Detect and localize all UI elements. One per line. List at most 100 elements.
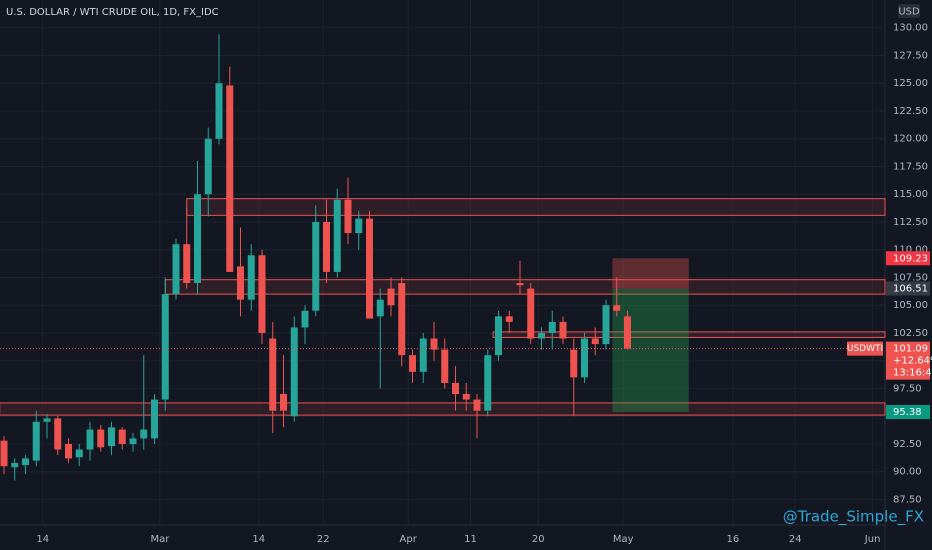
- candle-body: [247, 255, 255, 300]
- candle-body: [387, 288, 395, 306]
- y-tick-label: 125.00: [893, 78, 928, 89]
- candle-body: [129, 438, 137, 444]
- candle-body: [516, 283, 524, 286]
- symbol-label: USDWTI: [847, 344, 883, 354]
- y-tick-label: 117.50: [893, 161, 928, 172]
- countdown-label: 13:16:40: [893, 368, 932, 379]
- zone: [492, 331, 886, 338]
- stop-zone: [612, 258, 689, 289]
- x-tick-label: 24: [789, 534, 802, 545]
- candle-body: [398, 283, 406, 356]
- candle-body: [462, 394, 470, 400]
- candle-body: [591, 338, 599, 345]
- y-tick-label: 127.50: [893, 50, 928, 61]
- y-tick-label: 102.50: [893, 328, 928, 339]
- entry-label: 106.51: [893, 283, 928, 294]
- candle-body: [333, 199, 341, 272]
- candle-body: [11, 462, 19, 468]
- y-tick-label: 90.00: [893, 467, 922, 478]
- y-tick-label: 122.50: [893, 106, 928, 117]
- candle-body: [602, 305, 610, 345]
- candle-body: [559, 321, 567, 339]
- candle-body: [409, 355, 416, 372]
- y-tick-label: 130.00: [893, 23, 928, 34]
- candle-body: [473, 399, 481, 411]
- candle-body: [344, 199, 352, 234]
- candle-body: [237, 266, 244, 300]
- candle-body: [366, 218, 373, 319]
- y-tick-label: 120.00: [893, 134, 928, 145]
- candle-body: [290, 327, 298, 417]
- target-zone: [612, 288, 689, 413]
- zone: [164, 279, 886, 295]
- candle-body: [215, 83, 223, 139]
- change-label: +12.64%: [893, 356, 932, 367]
- watermark: @Trade_Simple_FX: [783, 508, 924, 527]
- y-tick-label: 92.50: [893, 439, 922, 450]
- candle-body: [280, 394, 287, 411]
- candle-body: [376, 299, 384, 317]
- price-tag: [886, 341, 930, 380]
- candle-body: [172, 244, 180, 295]
- x-tick-label: May: [613, 534, 634, 545]
- candle-body: [226, 85, 234, 272]
- x-tick-label: 14: [36, 534, 49, 545]
- candle-body: [269, 338, 277, 411]
- y-tick-label: 97.50: [893, 383, 922, 394]
- y-tick-label: 110.00: [893, 245, 928, 256]
- currency-box[interactable]: [898, 4, 920, 18]
- candle-body: [22, 458, 29, 466]
- candle-body: [140, 429, 148, 439]
- currency[interactable]: USD: [898, 7, 920, 18]
- candle-body: [258, 255, 266, 333]
- x-tick-label: Jun: [864, 534, 881, 545]
- x-tick-label: Mar: [150, 534, 170, 545]
- candle-body: [161, 294, 169, 400]
- candle-body: [452, 382, 459, 395]
- symbol-tag: [847, 341, 883, 356]
- candle-body: [548, 321, 556, 333]
- candle-body: [570, 349, 578, 378]
- candle-body: [204, 138, 212, 195]
- x-tick-label: 14: [252, 534, 265, 545]
- y-tick-label: 87.50: [893, 494, 922, 505]
- candle-body: [108, 427, 115, 447]
- candle-body: [581, 338, 588, 378]
- candle-body: [75, 449, 83, 458]
- x-tick-label: 22: [317, 534, 330, 545]
- x-tick-label: 20: [532, 534, 545, 545]
- chart-title: U.S. DOLLAR / WTI CRUDE OIL, 1D, FX_IDC: [6, 7, 219, 18]
- candle-body: [65, 443, 72, 459]
- candle-body: [301, 310, 309, 328]
- y-tick-label: 107.50: [893, 272, 928, 283]
- candle-body: [430, 338, 438, 350]
- candle-body: [419, 338, 427, 372]
- candle-body: [538, 332, 545, 339]
- candle-body: [86, 429, 94, 450]
- candle-body: [97, 429, 105, 448]
- candle-body: [505, 316, 513, 322]
- x-tick-label: 16: [726, 534, 739, 545]
- candle-body: [194, 194, 201, 284]
- zone: [186, 198, 886, 216]
- candle-body: [43, 418, 51, 422]
- candle-body: [54, 418, 62, 450]
- candle-body: [484, 355, 492, 411]
- y-tick-label: 105.00: [893, 300, 928, 311]
- candle-body: [118, 429, 126, 444]
- stop-tag: [886, 251, 930, 266]
- candle-body: [151, 399, 158, 439]
- candle-body: [183, 244, 191, 284]
- candle-body: [312, 221, 320, 311]
- y-tick-label: 115.00: [893, 189, 928, 200]
- entry-tag: [886, 281, 930, 296]
- target-tag: [886, 405, 930, 420]
- candle-body: [32, 421, 40, 461]
- candle-body: [441, 349, 449, 383]
- candle-body: [355, 218, 363, 234]
- candle-body: [613, 305, 621, 311]
- y-tick-label: 112.50: [893, 217, 928, 228]
- candle-body: [0, 440, 8, 467]
